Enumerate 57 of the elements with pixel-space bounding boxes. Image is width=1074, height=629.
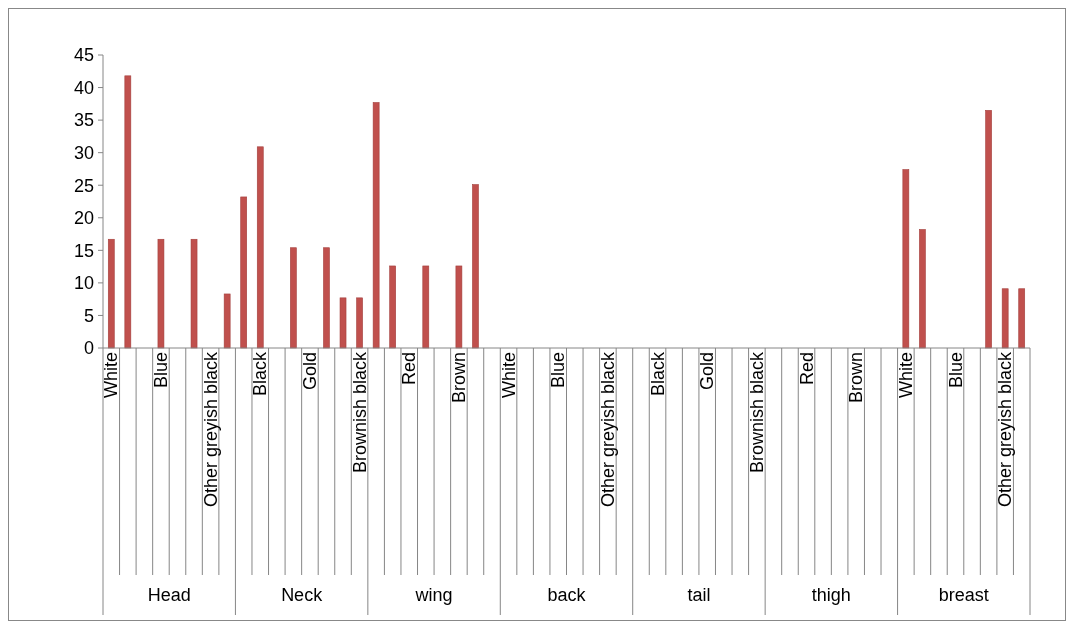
x-tick-label: Gold [697, 352, 718, 391]
x-tick-label: Brown [846, 352, 867, 404]
bar [422, 265, 430, 349]
text: back [547, 585, 587, 605]
y-tick-label: 35 [73, 110, 94, 131]
x-tick-label: White [498, 352, 519, 399]
y-tick-label: 45 [73, 45, 94, 66]
bar [339, 297, 347, 349]
bar [919, 229, 926, 349]
text: Head [147, 585, 191, 605]
x-tick-label: Black [250, 351, 271, 397]
bar [256, 146, 264, 349]
x-tick-label: Black [647, 351, 668, 397]
bar [124, 75, 132, 349]
x-tick-label: Blue [548, 352, 569, 389]
text: thigh [811, 585, 851, 605]
x-tick-label: Other greyish black [200, 351, 221, 508]
bar [190, 238, 198, 349]
y-tick-label: 5 [83, 305, 94, 326]
x-tick-label: Other greyish black [597, 351, 618, 508]
y-tick-label: 10 [73, 273, 94, 294]
x-tick-label: Gold [299, 352, 320, 391]
bar [1001, 288, 1009, 349]
y-tick-label: 15 [73, 240, 94, 261]
x-tick-label: Red [399, 352, 420, 386]
x-tick-label: Blue [945, 352, 966, 389]
x-tick-label: Brownish black [349, 351, 370, 474]
bar [290, 247, 297, 349]
bar [389, 265, 396, 349]
bar [223, 293, 231, 349]
y-tick-label: 20 [73, 208, 94, 229]
text: breast [938, 585, 989, 605]
x-tick-label: Brown [448, 352, 469, 404]
x-tick-label: White [101, 352, 122, 399]
bar [323, 247, 330, 349]
bar [985, 110, 992, 349]
bar [472, 184, 479, 349]
text: wing [414, 585, 453, 605]
x-tick-label: Blue [150, 352, 171, 389]
y-tick-label: 40 [73, 77, 94, 98]
bar [356, 297, 363, 349]
x-tick-label: Brownish black [746, 351, 767, 474]
bar [1018, 288, 1026, 349]
y-tick-label: 30 [73, 142, 94, 163]
bar [107, 238, 115, 349]
bar [455, 265, 463, 349]
text: Neck [281, 585, 324, 605]
x-tick-label: Red [796, 352, 817, 386]
bar [902, 169, 910, 349]
text: tail [687, 585, 711, 605]
bar [372, 102, 380, 349]
x-tick-label: White [895, 352, 916, 399]
x-tick-label: Other greyish black [995, 351, 1016, 508]
y-tick-label: 25 [73, 175, 94, 196]
y-tick-label: 0 [83, 338, 94, 359]
bar [240, 196, 248, 349]
bar [157, 238, 165, 349]
